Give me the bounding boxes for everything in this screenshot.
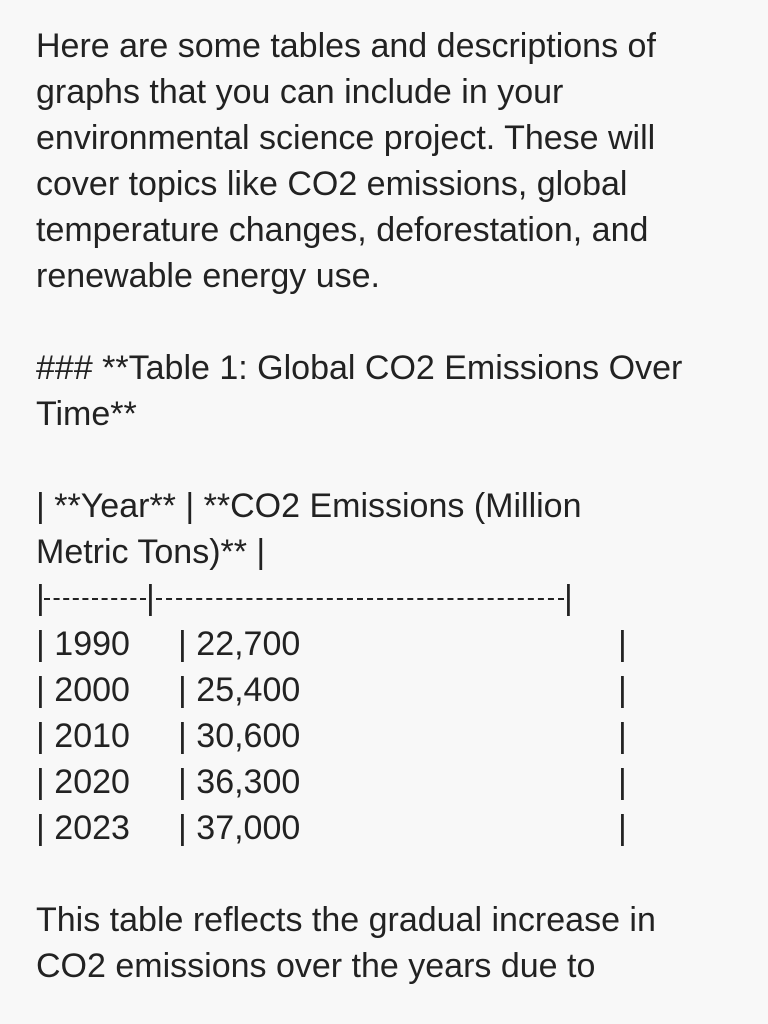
row-end-bar: | bbox=[618, 763, 627, 801]
separator-dashes bbox=[44, 598, 146, 600]
table-separator-row: | | | bbox=[36, 575, 732, 621]
intro-paragraph: Here are some tables and descriptions of… bbox=[36, 23, 732, 299]
closing-line: This table reflects the gradual increase… bbox=[36, 901, 656, 939]
intro-line: Here are some tables and descriptions of bbox=[36, 27, 656, 65]
emissions-cell: | 30,600 bbox=[178, 717, 301, 755]
table-header-line: Metric Tons)** | bbox=[36, 533, 266, 571]
paragraph-gap bbox=[36, 299, 732, 345]
row-end-bar: | bbox=[618, 717, 627, 755]
paragraph-gap bbox=[36, 851, 732, 897]
year-cell: | 2010 bbox=[36, 717, 130, 755]
closing-paragraph: This table reflects the gradual increase… bbox=[36, 897, 732, 989]
heading-line: Time** bbox=[36, 395, 137, 433]
separator-bar: | bbox=[564, 579, 573, 617]
heading-line: ### **Table 1: Global CO2 Emissions Over bbox=[36, 349, 683, 387]
row-end-bar: | bbox=[618, 625, 627, 663]
emissions-cell: | 37,000 bbox=[178, 809, 301, 847]
intro-line: cover topics like CO2 emissions, global bbox=[36, 165, 628, 203]
emissions-cell: | 25,400 bbox=[178, 671, 301, 709]
table-row: | 2010 | 30,600 | bbox=[36, 713, 732, 759]
markdown-table: | **Year** | **CO2 Emissions (Million Me… bbox=[36, 483, 732, 851]
table-row: | 1990 | 22,700 | bbox=[36, 621, 732, 667]
paragraph-gap bbox=[36, 437, 732, 483]
separator-bar: | bbox=[146, 579, 155, 617]
separator-bar: | bbox=[36, 579, 45, 617]
table-row: | 2020 | 36,300 | bbox=[36, 759, 732, 805]
intro-line: environmental science project. These wil… bbox=[36, 119, 656, 157]
emissions-cell: | 36,300 bbox=[178, 763, 301, 801]
table-header-line: | **Year** | **CO2 Emissions (Million bbox=[36, 487, 582, 525]
row-end-bar: | bbox=[618, 671, 627, 709]
row-end-bar: | bbox=[618, 809, 627, 847]
intro-line: temperature changes, deforestation, and bbox=[36, 211, 649, 249]
emissions-cell: | 22,700 bbox=[178, 625, 301, 663]
separator-dashes bbox=[156, 598, 564, 600]
table-heading: ### **Table 1: Global CO2 Emissions Over… bbox=[36, 345, 732, 437]
closing-line: CO2 emissions over the years due to bbox=[36, 947, 596, 985]
year-cell: | 1990 bbox=[36, 625, 130, 663]
table-row: | 2000 | 25,400 | bbox=[36, 667, 732, 713]
table-row: | 2023 | 37,000 | bbox=[36, 805, 732, 851]
year-cell: | 2000 bbox=[36, 671, 130, 709]
year-cell: | 2023 bbox=[36, 809, 130, 847]
intro-line: renewable energy use. bbox=[36, 257, 381, 295]
intro-line: graphs that you can include in your bbox=[36, 73, 564, 111]
year-cell: | 2020 bbox=[36, 763, 130, 801]
